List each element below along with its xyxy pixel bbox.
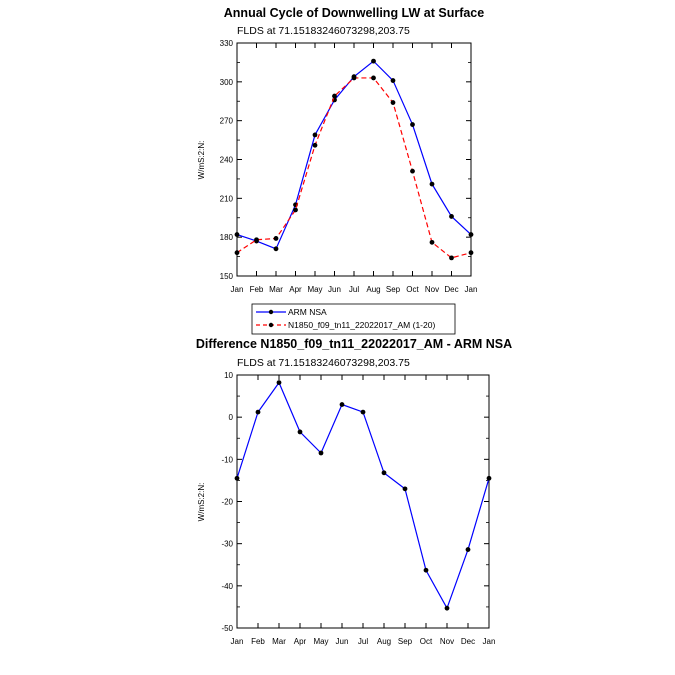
chart1-ytick-label-1: 180 [220, 233, 234, 242]
chart1-series-1-point-1 [254, 237, 259, 243]
legend-label-arm: ARM NSA [288, 307, 327, 317]
chart2-ytick-label-0: -50 [221, 624, 233, 633]
chart1-series-0-point-11 [449, 214, 454, 219]
chart2-series-0-point-6 [360, 409, 366, 415]
chart1-series-0-point-4 [312, 132, 318, 138]
chart2-xtick-label-6: Jul [358, 637, 368, 646]
chart2-xtick-label-8: Sep [398, 637, 413, 646]
chart1-ytick-label-2: 210 [220, 194, 234, 203]
chart2-ytick-label-6: 10 [224, 371, 233, 380]
chart2-series-0-point-0 [234, 475, 240, 481]
chart1-series-0-point-0 [234, 232, 240, 237]
chart1-series-0-point-7 [371, 58, 376, 64]
chart1-series-0-point-8 [390, 78, 396, 83]
chart2-series-0-point-3 [297, 429, 303, 435]
chart1-xtick-label-6: Jul [349, 285, 359, 294]
chart2-series-0-point-2 [276, 380, 282, 385]
chart1-xtick-label-12: Jan [465, 285, 478, 294]
chart1-xtick-label-9: Oct [406, 285, 419, 294]
chart1-series-1-point-12 [468, 250, 474, 256]
chart1-series-1-point-9 [410, 168, 415, 174]
chart1-ytick-label-6: 330 [220, 39, 234, 48]
chart2-series-0-point-11 [465, 547, 471, 552]
top-chart: Annual Cycle of Downwelling LW at Surfac… [197, 6, 484, 294]
chart2-series-0-point-9 [423, 567, 429, 573]
chart2-xtick-label-9: Oct [420, 637, 433, 646]
chart1-xtick-label-7: Aug [366, 285, 380, 294]
chart1-series-0-point-2 [273, 246, 279, 252]
chart2-ytick-label-2: -30 [221, 540, 233, 549]
chart1-series-1-point-5 [332, 93, 337, 99]
legend-box [251, 303, 456, 335]
chart2-xtick-label-0: Jan [231, 637, 244, 646]
chart1-series-0-point-9 [410, 122, 415, 127]
chart2-title: Difference N1850_f09_tn11_22022017_AM - … [196, 337, 512, 351]
chart2-series-0-point-7 [381, 470, 387, 476]
chart2-ytick-label-3: -20 [221, 498, 233, 507]
legend: ARM NSA N1850_f09_tn11_22022017_AM (1-20… [251, 303, 456, 335]
chart2-ylabel: W/mS:2:N: [197, 483, 206, 522]
chart2-ytick-label-1: -40 [221, 582, 233, 591]
chart1-xtick-label-3: Apr [289, 285, 302, 294]
chart2-xtick-label-2: Mar [272, 637, 286, 646]
chart1-series-1-point-4 [312, 142, 318, 148]
chart1-xtick-label-10: Nov [425, 285, 439, 294]
chart2-xtick-label-5: Jun [336, 637, 349, 646]
chart1-series-line-0 [236, 60, 472, 250]
chart2-xtick-label-12: Jan [483, 637, 496, 646]
chart2-series-0-point-8 [402, 486, 408, 492]
legend-label-model: N1850_f09_tn11_22022017_AM (1-20) [288, 320, 435, 330]
chart2-xtick-label-1: Feb [251, 637, 265, 646]
chart1-xtick-label-1: Feb [250, 285, 264, 294]
chart1-xtick-label-0: Jan [231, 285, 244, 294]
chart1-series-1-point-3 [293, 207, 298, 213]
chart2-series-0-point-5 [339, 402, 345, 407]
chart1-xtick-label-8: Sep [386, 285, 401, 294]
chart1-series-0-point-12 [468, 232, 474, 237]
chart2-ytick-label-4: -10 [221, 455, 233, 464]
chart2-series-0-point-12 [486, 475, 492, 481]
chart2-series-0-point-10 [444, 605, 450, 611]
chart1-series-1-point-7 [371, 75, 376, 81]
chart1-ytick-label-0: 150 [220, 272, 234, 281]
chart1-xtick-label-11: Dec [444, 285, 458, 294]
chart2-subtitle: FLDS at 71.15183246073298,203.75 [237, 357, 410, 369]
chart1-series-1-point-0 [234, 250, 240, 256]
legend-marker-model [268, 322, 274, 328]
chart2-series-line-0 [236, 381, 490, 610]
chart1-ytick-label-3: 240 [220, 156, 234, 165]
chart2-ytick-label-5: 0 [229, 413, 234, 422]
chart1-series-0-point-10 [429, 181, 435, 187]
chart1-series-1-point-6 [351, 75, 357, 81]
chart2-xtick-label-11: Dec [461, 637, 475, 646]
chart1-ylabel: W/mS:2:N: [197, 141, 206, 180]
chart2-xtick-label-7: Aug [377, 637, 391, 646]
chart1-xtick-label-4: May [307, 285, 322, 294]
chart2-xtick-label-3: Apr [294, 637, 307, 646]
chart2-xtick-label-4: May [313, 637, 328, 646]
chart1-ytick-label-4: 270 [220, 117, 234, 126]
chart1-ytick-label-5: 300 [220, 78, 234, 87]
chart2-series-0-point-1 [255, 409, 261, 415]
chart1-series-1-point-11 [449, 255, 454, 261]
chart2-xtick-label-10: Nov [440, 637, 454, 646]
bottom-chart: Difference N1850_f09_tn11_22022017_AM - … [196, 337, 512, 646]
chart1-xtick-label-2: Mar [269, 285, 283, 294]
chart1-xtick-label-5: Jun [328, 285, 341, 294]
chart1-series-line-1 [236, 77, 472, 259]
chart1-subtitle: FLDS at 71.15183246073298,203.75 [237, 25, 410, 37]
legend-marker-arm [268, 309, 274, 315]
chart1-series-1-point-8 [390, 100, 396, 105]
chart1-series-1-point-10 [429, 239, 435, 245]
chart1-title: Annual Cycle of Downwelling LW at Surfac… [224, 6, 484, 20]
chart2-series-0-point-4 [318, 450, 324, 456]
chart1-series-1-point-2 [273, 236, 279, 241]
